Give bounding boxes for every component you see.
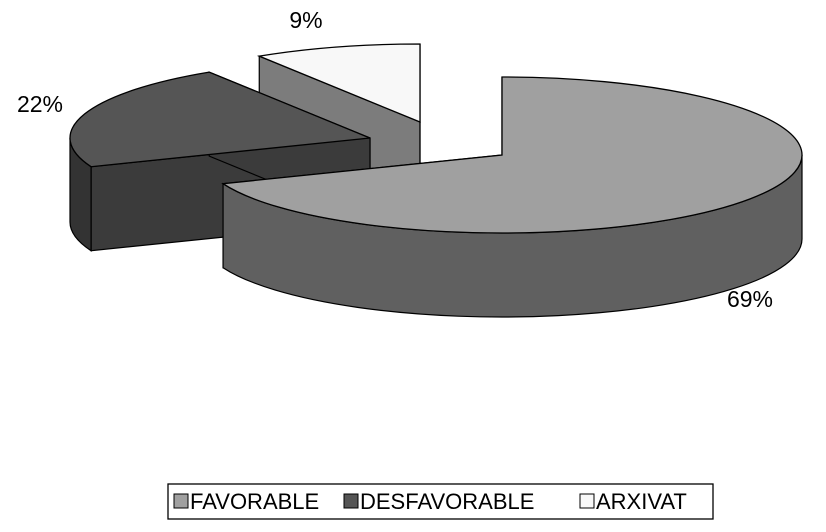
legend-box	[167, 483, 714, 520]
slices-layer	[69, 43, 803, 318]
legend: FAVORABLE DESFAVORABLE ARXIVAT	[167, 483, 714, 520]
data-label-desfavorable: 22%	[17, 91, 63, 117]
legend-label-favorable: FAVORABLE	[190, 489, 319, 514]
data-label-favorable: 69%	[727, 286, 773, 312]
legend-label-desfavorable: DESFAVORABLE	[360, 489, 534, 514]
pie-slice-favorable	[221, 76, 803, 318]
legend-label-arxivat: ARXIVAT	[596, 489, 687, 514]
legend-swatch-arxivat	[579, 493, 595, 509]
slice-top-arxivat	[256, 43, 421, 123]
labels-layer: 69% 22% 9%	[17, 7, 773, 312]
data-label-arxivat: 9%	[289, 7, 322, 33]
legend-swatch-favorable	[173, 493, 189, 509]
slice-top-favorable	[221, 76, 803, 234]
legend-swatch-desfavorable	[343, 493, 359, 509]
slice-top-desfavorable	[69, 71, 371, 168]
